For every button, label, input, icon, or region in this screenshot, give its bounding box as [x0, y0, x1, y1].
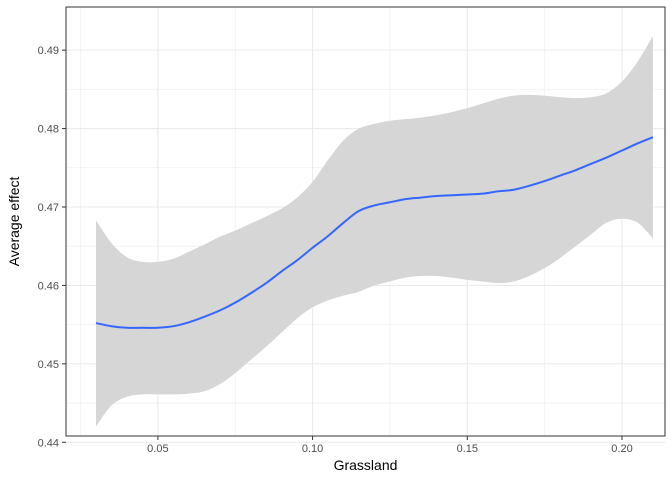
- y-tick-label: 0.48: [38, 124, 59, 136]
- x-tick-label: 0.15: [457, 443, 478, 455]
- x-tick-label: 0.10: [302, 443, 323, 455]
- y-tick-label: 0.49: [38, 45, 59, 57]
- confidence-ribbon: [96, 36, 653, 427]
- panel-border: [65, 6, 666, 437]
- y-tick-label: 0.44: [38, 437, 59, 449]
- x-tick-label: 0.05: [147, 443, 168, 455]
- smooth-line: [95, 136, 654, 329]
- x-axis-title: Grassland: [334, 457, 398, 473]
- y-axis-ticks: 0.44 0.45 0.46 0.47 0.48 0.49: [38, 45, 66, 449]
- x-tick-label: 0.20: [611, 443, 632, 455]
- y-tick-label: 0.47: [38, 202, 59, 214]
- y-axis-title: Average effect: [6, 177, 22, 267]
- y-tick-label: 0.45: [38, 359, 59, 371]
- y-tick-label: 0.46: [38, 280, 59, 292]
- x-axis-ticks: 0.05 0.10 0.15 0.20: [147, 436, 633, 455]
